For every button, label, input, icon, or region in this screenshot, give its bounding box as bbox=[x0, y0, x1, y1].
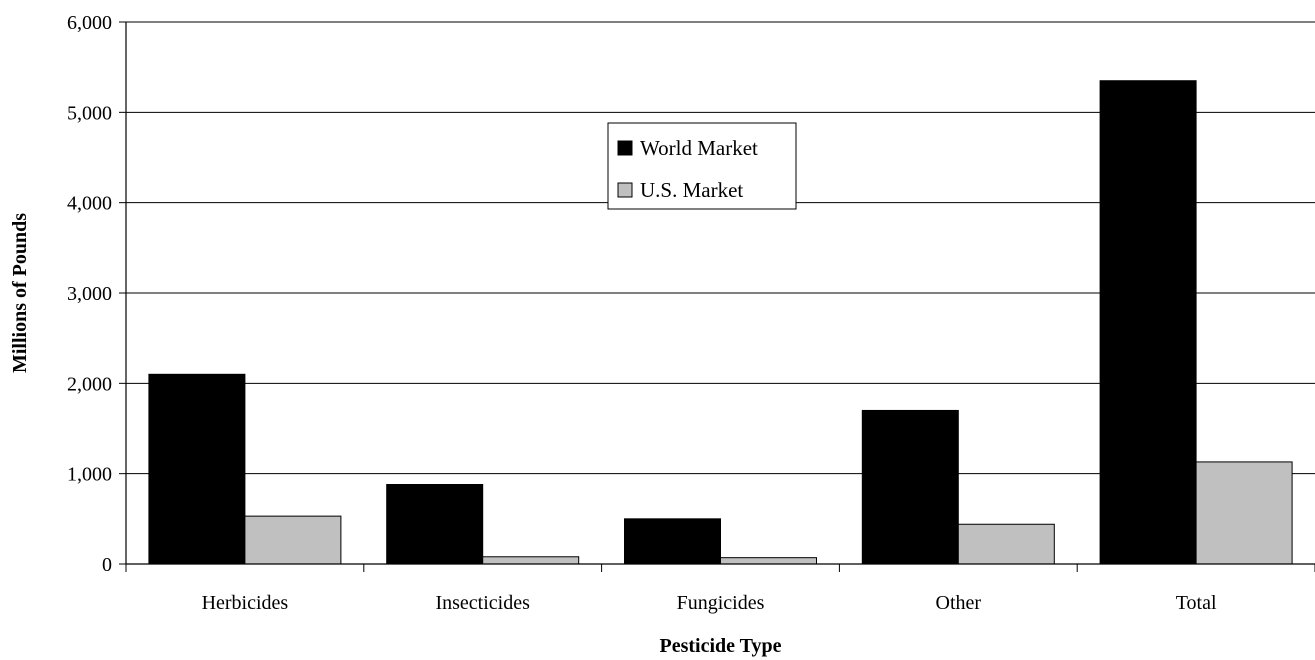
y-tick-label: 0 bbox=[102, 554, 112, 576]
y-tick-label: 2,000 bbox=[67, 373, 112, 395]
bars bbox=[148, 80, 1293, 565]
y-tick-label: 4,000 bbox=[67, 193, 112, 215]
bar-u-s-market-other bbox=[957, 523, 1055, 565]
x-tick-label: Insecticides bbox=[435, 592, 530, 614]
bar-u-s-market-herbicides bbox=[244, 515, 342, 565]
y-tick-label: 3,000 bbox=[67, 283, 112, 305]
bar-u-s-market-insecticides bbox=[482, 556, 580, 565]
x-tick-label: Fungicides bbox=[677, 592, 765, 614]
x-axis-title: Pesticide Type bbox=[659, 635, 781, 657]
bar-world-market-herbicides bbox=[148, 373, 246, 565]
y-tick-label: 6,000 bbox=[67, 12, 112, 34]
y-axis-title: Millions of Pounds bbox=[9, 213, 31, 373]
legend-label-world-market: World Market bbox=[640, 136, 758, 160]
x-tick-label: Herbicides bbox=[202, 592, 289, 614]
legend-swatch-u-s-market bbox=[617, 182, 633, 198]
x-tick-label: Total bbox=[1176, 592, 1217, 614]
bar-world-market-other bbox=[861, 409, 959, 565]
bar-world-market-insecticides bbox=[386, 484, 484, 565]
y-axis-ticks: 0 1,000 2,000 3,000 4,000 5,000 6,000 bbox=[67, 12, 126, 576]
legend-box bbox=[607, 122, 797, 210]
legend-label-u-s-market: U.S. Market bbox=[640, 178, 743, 202]
bar-world-market-fungicides bbox=[624, 518, 721, 565]
legend-swatch-world-market bbox=[617, 140, 633, 156]
y-tick-label: 5,000 bbox=[67, 102, 112, 124]
legend: World Market U.S. Market bbox=[607, 122, 797, 210]
bar-world-market-total bbox=[1099, 80, 1197, 565]
y-tick-label: 1,000 bbox=[67, 464, 112, 486]
x-tick-label: Other bbox=[936, 592, 982, 614]
bar-u-s-market-fungicides bbox=[720, 557, 817, 565]
bar-u-s-market-total bbox=[1195, 461, 1293, 565]
x-axis-ticks: Herbicides Insecticides Fungicides Other Tot… bbox=[125, 564, 1315, 614]
